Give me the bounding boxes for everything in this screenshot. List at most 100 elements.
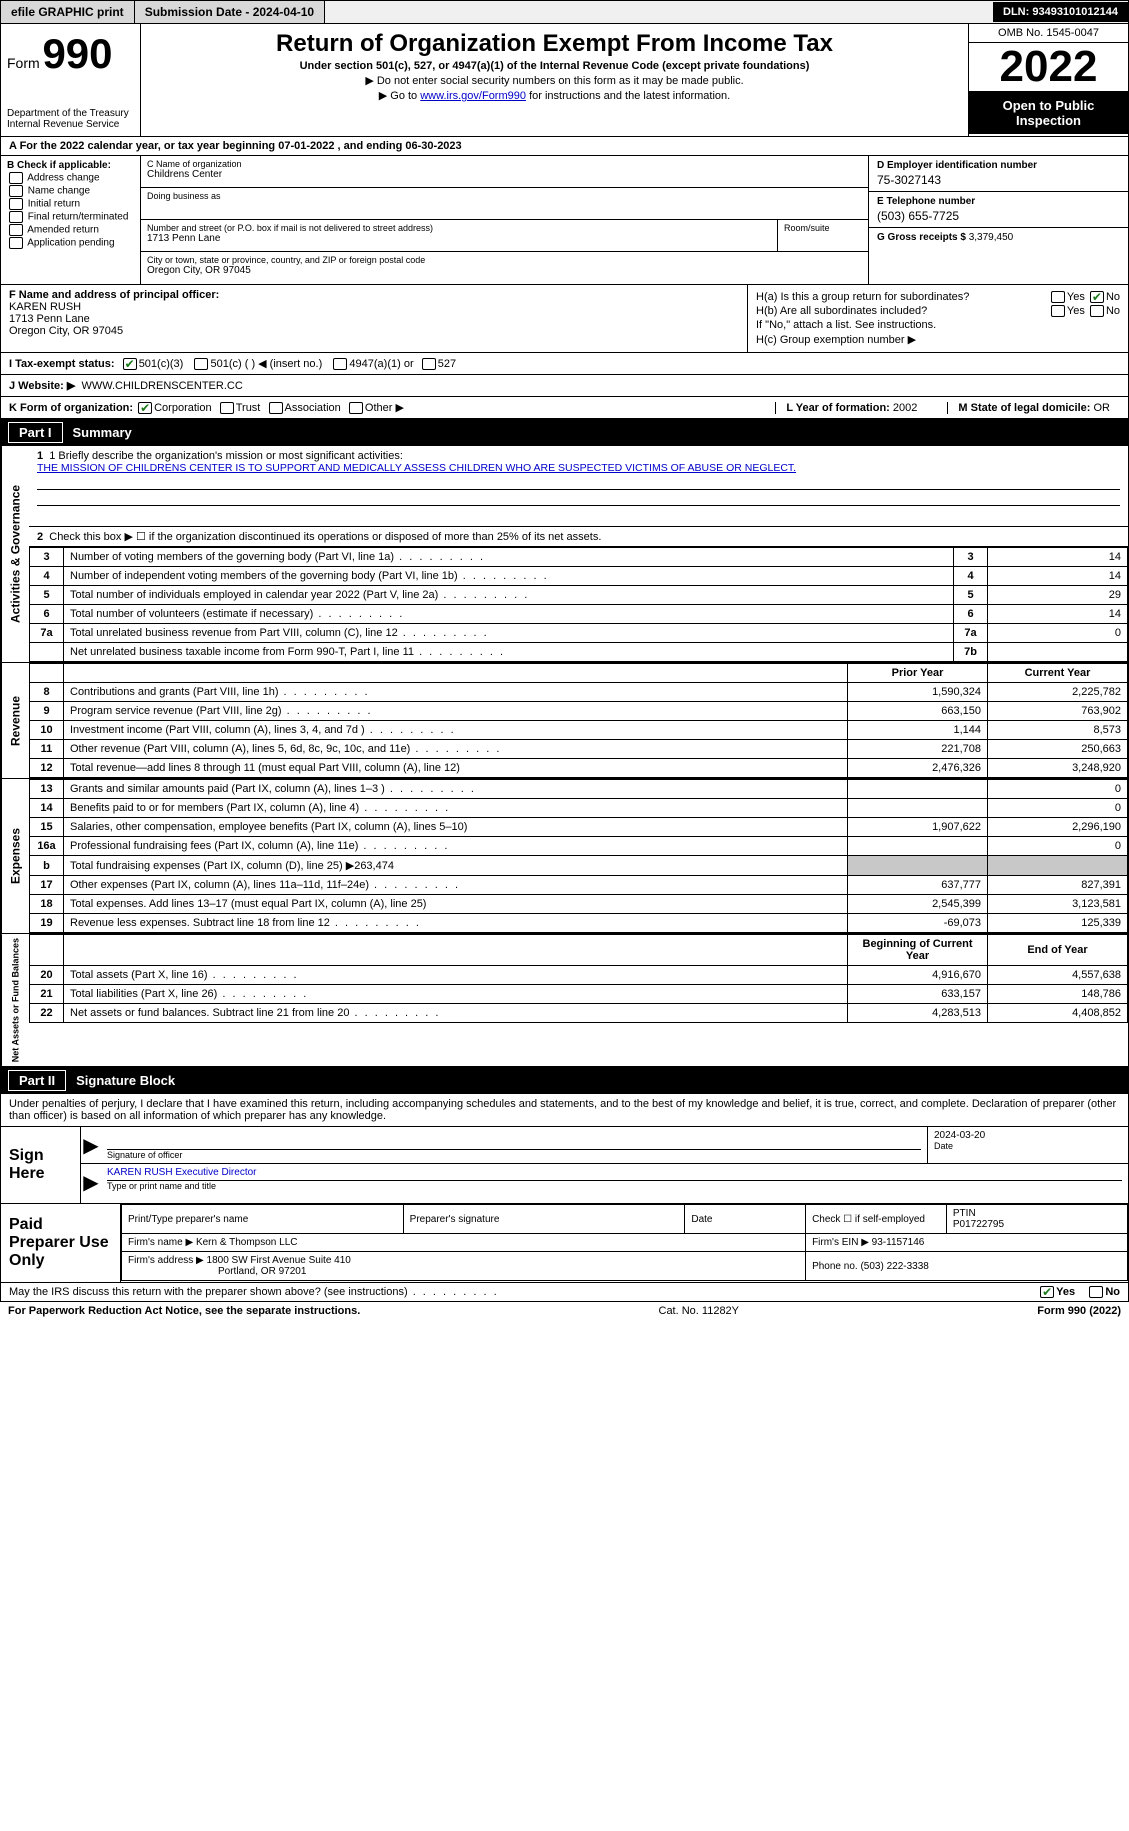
chk-final-return[interactable]: Final return/terminated [7,211,134,223]
chk-527[interactable] [422,358,436,370]
note2-prefix: ▶ Go to [379,90,420,102]
h-group-return: H(a) Is this a group return for subordin… [748,285,1128,352]
chk-amended-return[interactable]: Amended return [7,224,134,236]
row-a-begin: 07-01-2022 [278,140,334,152]
h-a-yes[interactable] [1051,291,1065,303]
table-row: 21Total liabilities (Part X, line 26)633… [30,985,1128,1004]
gov-section: Activities & Governance 1 1 Briefly desc… [0,446,1129,662]
h-a-line: H(a) Is this a group return for subordin… [756,291,1120,303]
firm-ein-cell: Firm's EIN ▶ 93-1157146 [806,1234,1128,1252]
row-a-end: 06-30-2023 [405,140,461,152]
dept-label: Department of the Treasury [7,108,134,119]
prep-name-hdr: Print/Type preparer's name [122,1205,404,1234]
chk-4947[interactable] [333,358,347,370]
tax-year: 2022 [969,43,1128,92]
street-label: Number and street (or P.O. box if mail i… [147,223,771,233]
irs-link[interactable]: www.irs.gov/Form990 [420,90,526,102]
chk-association[interactable] [269,402,283,414]
top-bar: efile GRAPHIC print Submission Date - 20… [0,0,1129,24]
chk-name-change[interactable]: Name change [7,185,134,197]
discuss-label: May the IRS discuss this return with the… [9,1286,499,1298]
table-row: Firm's address ▶ 1800 SW First Avenue Su… [122,1252,1128,1281]
sig-date-label: Date [934,1141,1122,1151]
discuss-yes[interactable] [1040,1286,1054,1298]
row-k-form-org: K Form of organization: Corporation Trus… [0,397,1129,419]
street-row: Number and street (or P.O. box if mail i… [141,220,868,252]
h-b-note: If "No," attach a list. See instructions… [756,319,1120,331]
form-id-cell: Form 990 Department of the Treasury Inte… [1,24,141,136]
cat-no: Cat. No. 11282Y [659,1305,740,1317]
part-1-header: Part I Summary [0,419,1129,446]
gov-table: 3Number of voting members of the governi… [29,547,1128,662]
part-2-label: Part II [8,1070,66,1091]
row-a-prefix: A For the 2022 calendar year, or tax yea… [9,140,278,152]
f-name: KAREN RUSH [9,301,739,313]
org-name-label: C Name of organization [147,159,862,169]
gross-label: G Gross receipts $ [877,232,966,243]
chk-501c3[interactable] [123,358,137,370]
org-name-row: C Name of organization Childrens Center [141,156,868,188]
table-row: Firm's name ▶ Kern & Thompson LLC Firm's… [122,1234,1128,1252]
city-label: City or town, state or province, country… [147,255,862,265]
sig-date: 2024-03-20 [934,1130,1122,1141]
table-row: 8Contributions and grants (Part VIII, li… [30,683,1128,702]
chk-trust[interactable] [220,402,234,414]
part-1-title: Summary [73,425,132,440]
efile-print-button[interactable]: efile GRAPHIC print [1,1,135,23]
paperwork-notice: For Paperwork Reduction Act Notice, see … [8,1305,360,1317]
line-2: 2 Check this box ▶ ☐ if the organization… [29,527,1128,547]
form-footer: Form 990 (2022) [1037,1305,1121,1317]
table-row: 13Grants and similar amounts paid (Part … [30,780,1128,799]
col-c-org-info: C Name of organization Childrens Center … [141,156,868,284]
h-b-line: H(b) Are all subordinates included? Yes … [756,305,1120,317]
gross-row: G Gross receipts $ 3,379,450 [869,228,1128,260]
dln-label: DLN: 93493101012144 [993,2,1128,22]
prep-sig-hdr: Preparer's signature [403,1205,685,1234]
officer-name-label: Type or print name and title [107,1181,1122,1191]
expenses-table: 13Grants and similar amounts paid (Part … [29,779,1128,933]
table-row: Prior YearCurrent Year [30,664,1128,683]
table-row: 17Other expenses (Part IX, column (A), l… [30,876,1128,895]
org-name: Childrens Center [147,169,862,180]
h-c-label: H(c) Group exemption number ▶ [756,333,1120,346]
h-b-yes[interactable] [1051,305,1065,317]
discuss-no[interactable] [1089,1286,1103,1298]
sign-here-block: Sign Here ▶ Signature of officer 2024-03… [0,1127,1129,1204]
chk-initial-return[interactable]: Initial return [7,198,134,210]
table-row: Net unrelated business taxable income fr… [30,643,1128,662]
principal-officer: F Name and address of principal officer:… [1,285,748,352]
f-addr2: Oregon City, OR 97045 [9,325,739,337]
l-year-formation: L Year of formation: 2002 [775,402,927,414]
revenue-section: Revenue Prior YearCurrent Year 8Contribu… [0,662,1129,778]
chk-application-pending[interactable]: Application pending [7,237,134,249]
ein-label: D Employer identification number [877,160,1120,171]
row-i-label: I Tax-exempt status: [9,358,115,370]
part-2-header: Part II Signature Block [0,1067,1129,1094]
form-number: 990 [42,30,112,77]
form-subtitle: Under section 501(c), 527, or 4947(a)(1)… [147,60,962,72]
chk-501c[interactable] [194,358,208,370]
f-label: F Name and address of principal officer: [9,289,219,301]
note2-suffix: for instructions and the latest informat… [529,90,730,102]
col-b-title: B Check if applicable: [7,160,111,171]
row-k-label: K Form of organization: [9,402,133,414]
h-b-no[interactable] [1090,305,1104,317]
chk-other[interactable] [349,402,363,414]
table-row: 10Investment income (Part VIII, column (… [30,721,1128,740]
h-a-no[interactable] [1090,291,1104,303]
room-label: Room/suite [784,223,862,233]
irs-label: Internal Revenue Service [7,119,134,130]
table-row: 15Salaries, other compensation, employee… [30,818,1128,837]
chk-corporation[interactable] [138,402,152,414]
website-value: WWW.CHILDRENSCENTER.CC [81,380,242,392]
signature-intro: Under penalties of perjury, I declare th… [0,1094,1129,1127]
row-i-tax-status: I Tax-exempt status: 501(c)(3) 501(c) ( … [0,353,1129,375]
form-note-1: ▶ Do not enter social security numbers o… [147,74,962,87]
chk-address-change[interactable]: Address change [7,172,134,184]
form-note-2: ▶ Go to www.irs.gov/Form990 for instruct… [147,89,962,102]
table-row: 4Number of independent voting members of… [30,567,1128,586]
table-row: 14Benefits paid to or for members (Part … [30,799,1128,818]
ein-value: 75-3027143 [877,173,1120,187]
form-header: Form 990 Department of the Treasury Inte… [0,24,1129,137]
vtab-revenue: Revenue [1,663,29,778]
